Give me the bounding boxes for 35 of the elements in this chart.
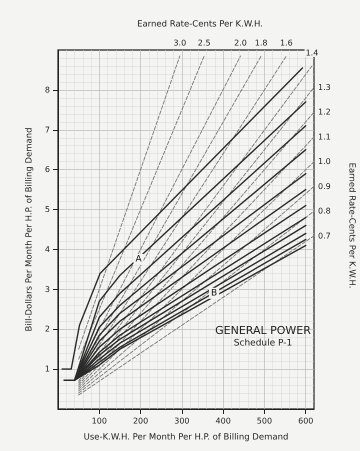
y-tick-label: 1 [44,364,50,374]
series-label: 2.5 [198,38,211,48]
text: Earned Rate-Cents Per K.W.H. [137,20,263,30]
series-label: 1.4 [306,48,318,58]
series-label: 0.9 [318,182,331,191]
series-label: 1.8 [254,38,268,48]
annotation: B [210,288,218,298]
series-label: 1.0 [318,157,331,166]
series-label: 1.2 [318,108,331,117]
series-label: 0.7 [318,231,331,240]
series-label: 0.8 [318,206,331,216]
series-label: 1.1 [318,132,331,142]
y-tick-label: 4 [44,244,50,254]
x-tick-label: 400 [216,416,231,426]
y-tick-label: 8 [44,85,50,94]
x-tick-label: 100 [92,416,107,426]
x-tick-label: 500 [256,416,272,426]
y2-axis-title: Earned Rate-Cents Per K.W.H. [346,162,356,288]
x-tick-label: 300 [174,416,190,426]
x-axis-title: Use-K.W.H. Per Month Per H.P. of Billing Demand [84,432,288,442]
y-tick-label: 3 [44,284,50,294]
series-label: 1.3 [318,82,331,92]
annotation: A [135,254,142,264]
y-tick-label: 7 [44,125,50,134]
series-label: 2.0 [234,38,247,48]
series-label: 1.6 [280,38,293,48]
x-tick-label: 600 [298,416,314,426]
y-tick-label: 5 [44,205,50,214]
y-tick-label: 6 [44,165,50,174]
series-label: 3.0 [173,38,186,48]
text: GENERAL POWER [215,324,312,337]
text: Schedule P-1 [234,338,292,348]
x-tick-label: 200 [132,416,148,426]
y-tick-label: 2 [44,324,50,334]
y-axis-title: Bill-Dollars Per Month Per H.P. of Billing Demand [24,128,35,332]
